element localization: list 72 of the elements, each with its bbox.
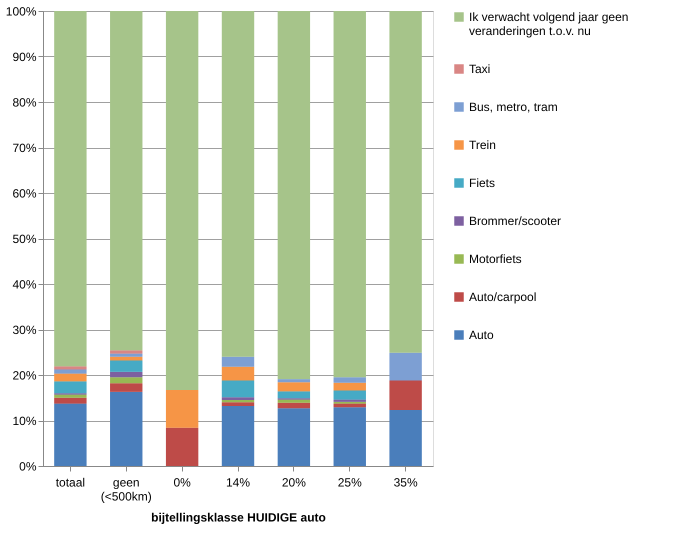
- y-tick-label: 0%: [19, 460, 37, 474]
- bar: [222, 356, 254, 367]
- bar: [334, 377, 366, 383]
- bar: [110, 392, 142, 466]
- bar: [54, 394, 87, 398]
- bar: [166, 390, 198, 428]
- bar: [278, 11, 310, 380]
- bar: [54, 381, 87, 394]
- y-tick-label: 20%: [12, 368, 37, 382]
- x-tick-label: 20%: [282, 476, 306, 490]
- bar: [278, 391, 310, 398]
- bar: [222, 380, 254, 398]
- legend-label: Auto: [469, 328, 494, 342]
- legend-label: Motorfiets: [469, 252, 522, 266]
- legend-label: Taxi: [469, 62, 490, 76]
- y-tick-label: 40%: [12, 278, 37, 292]
- bar: [54, 404, 87, 466]
- bar: [389, 352, 422, 380]
- bar: [222, 402, 254, 406]
- legend-label: Trein: [469, 138, 496, 152]
- bar: [278, 400, 310, 403]
- bar: [54, 370, 87, 374]
- bar: [110, 377, 142, 384]
- bar: [278, 382, 310, 392]
- y-tick-label: 70%: [12, 141, 37, 155]
- legend-label: Bus, metro, tram: [469, 100, 558, 114]
- legend-label: Brommer/scooter: [469, 214, 562, 228]
- bar: [334, 11, 366, 378]
- x-tick-label: 35%: [394, 476, 418, 490]
- bar: [389, 380, 422, 410]
- x-tick-label: 0%: [173, 476, 192, 490]
- bar: [222, 406, 254, 466]
- bar: [110, 356, 142, 360]
- bar: [278, 402, 310, 408]
- legend-label: Fiets: [469, 176, 496, 190]
- y-tick-label: 50%: [12, 232, 37, 246]
- y-tick-label: 60%: [12, 186, 37, 200]
- legend-label: Auto/carpool: [469, 290, 536, 304]
- bar: [222, 366, 254, 380]
- bar: [54, 366, 87, 370]
- bar: [278, 379, 310, 382]
- y-tick-label: 10%: [12, 414, 37, 428]
- x-tick-label: 25%: [338, 476, 362, 490]
- y-tick-label: 30%: [12, 323, 37, 337]
- y-tick-label: 100%: [6, 4, 37, 18]
- bar: [334, 407, 366, 466]
- bar: [110, 383, 142, 392]
- bar: [334, 390, 366, 400]
- x-axis-title: bijtellingsklasse HUIDIGE auto: [151, 510, 326, 524]
- bar: [110, 360, 142, 372]
- x-tick-label: geen (<500km): [100, 476, 152, 504]
- bar: [110, 354, 142, 357]
- bar: [110, 11, 142, 350]
- y-tick-label: 80%: [12, 96, 37, 110]
- x-tick-label: totaal: [56, 476, 86, 490]
- bar: [278, 408, 310, 466]
- bar: [166, 428, 198, 466]
- bar: [222, 11, 254, 357]
- bar: [222, 397, 254, 400]
- bar: [54, 374, 87, 382]
- bar: [54, 398, 87, 404]
- bar: [166, 11, 198, 390]
- bar: [389, 11, 422, 353]
- bar: [334, 404, 366, 408]
- legend-label: Ik verwacht volgend jaar geen veranderingen t.o.v. nu: [469, 10, 628, 38]
- bar: [110, 350, 142, 354]
- bar: [389, 410, 422, 466]
- bar: [110, 372, 142, 378]
- x-tick-label: 14%: [226, 476, 250, 490]
- bar: [334, 382, 366, 390]
- y-tick-label: 90%: [12, 50, 37, 64]
- bar: [54, 11, 87, 366]
